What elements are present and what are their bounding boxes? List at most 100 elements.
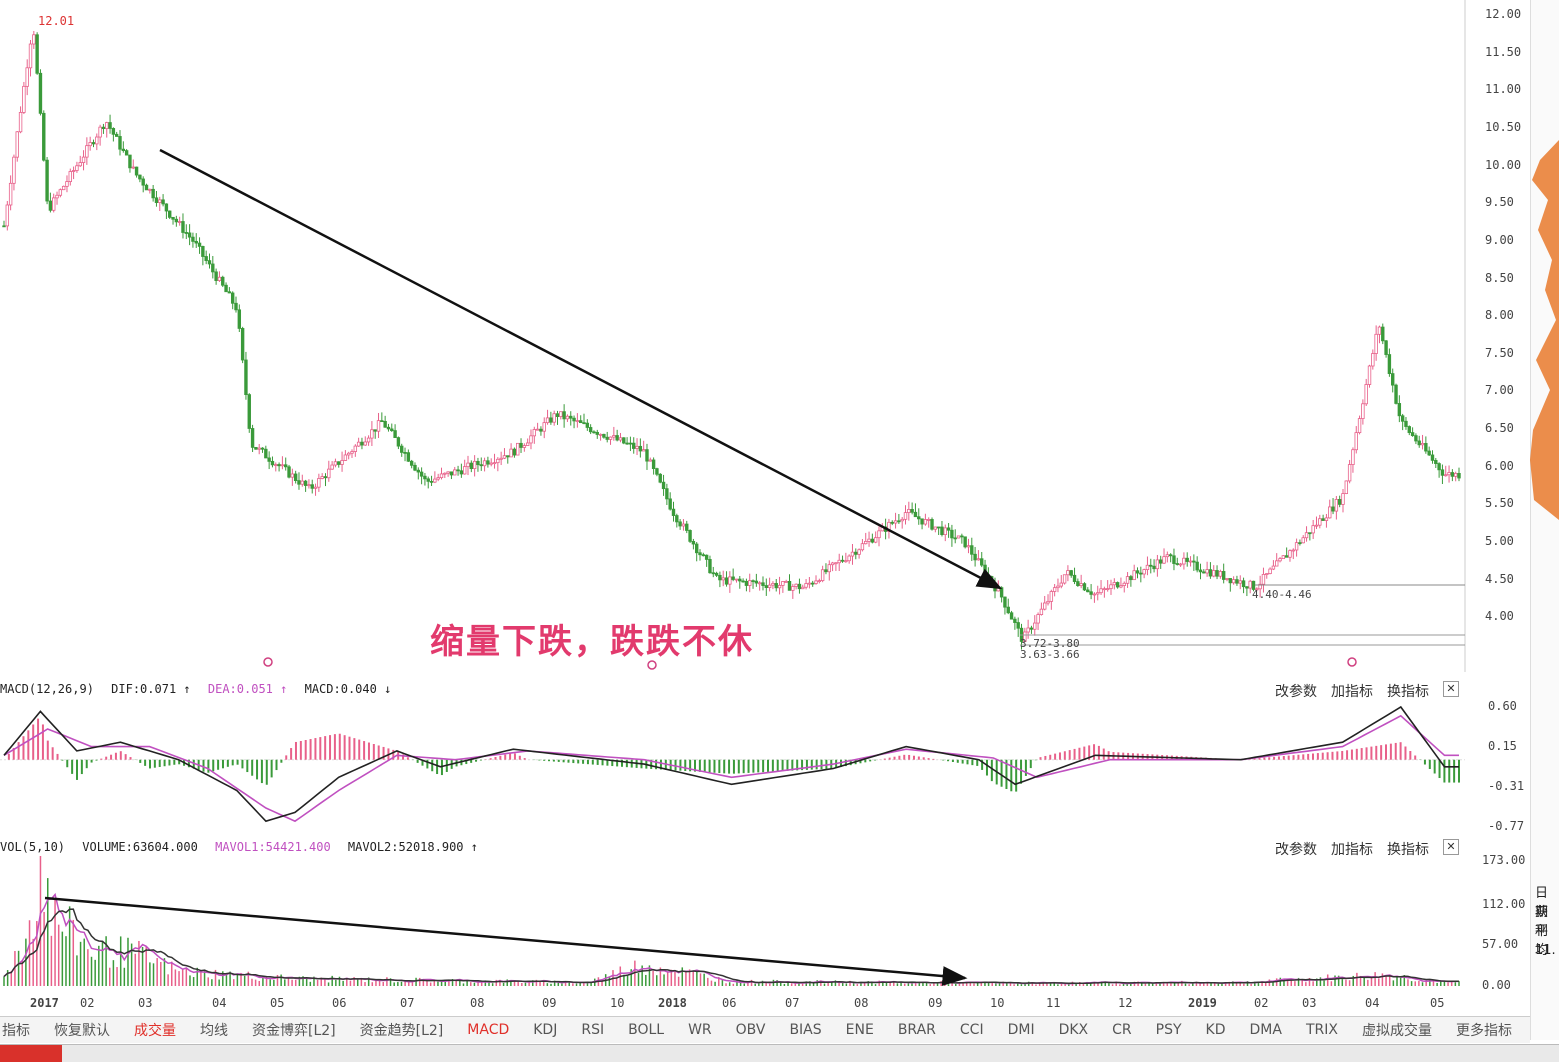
candle: [28, 40, 33, 77]
candle: [1016, 617, 1020, 637]
candle: [1417, 435, 1421, 448]
indicator-tab-bar: 指标 恢复默认 成交量 均线 资金博弈[L2] 资金趋势[L2] MACD KDJ RSI BOL…: [0, 1016, 1530, 1043]
candle: [1255, 587, 1259, 592]
indicator-tab[interactable]: OBV: [735, 1022, 766, 1038]
candle: [111, 127, 116, 142]
x-tick: 10: [990, 996, 1005, 1010]
candle: [168, 210, 172, 220]
candle: [313, 483, 318, 496]
candle: [738, 576, 742, 589]
candle: [1400, 413, 1405, 431]
candle: [1457, 467, 1461, 482]
candle: [380, 412, 384, 423]
candle: [860, 539, 865, 552]
candle: [1387, 348, 1392, 377]
candle: [794, 583, 798, 590]
candle: [416, 467, 420, 480]
candle: [1275, 553, 1279, 567]
right-panel-text: 平均: [1535, 924, 1549, 958]
candle: [1248, 579, 1252, 594]
indicator-tab[interactable]: 更多指标: [1455, 1023, 1512, 1039]
candle: [1003, 596, 1007, 615]
candle: [1092, 592, 1097, 603]
candle: [960, 533, 964, 544]
indicator-tab[interactable]: DMA: [1249, 1022, 1282, 1038]
candle: [870, 533, 875, 544]
candle: [804, 579, 808, 590]
indicator-tab[interactable]: ENE: [845, 1022, 874, 1038]
candle: [811, 580, 815, 587]
candle: [966, 538, 971, 554]
candle: [993, 577, 997, 599]
price-y-tick: 11.00: [1485, 82, 1522, 97]
indicator-tab[interactable]: BIAS: [789, 1022, 822, 1038]
candle: [1066, 565, 1070, 582]
macd-add-indicator-button[interactable]: 加指标: [1331, 684, 1373, 700]
vol-close-icon[interactable]: ✕: [1443, 839, 1459, 855]
indicator-tab[interactable]: DKX: [1058, 1022, 1089, 1038]
macd-edit-params-button[interactable]: 改参数: [1275, 684, 1317, 700]
candle: [751, 579, 755, 589]
candle: [741, 578, 745, 583]
indicator-tab[interactable]: 虚拟成交量: [1361, 1023, 1432, 1039]
candle: [1351, 447, 1355, 473]
candle: [1367, 364, 1372, 388]
indicator-tab[interactable]: KDJ: [533, 1022, 558, 1038]
candle: [920, 518, 924, 530]
macd-close-icon[interactable]: ✕: [1443, 681, 1459, 697]
candle: [1122, 581, 1126, 593]
candle: [893, 512, 898, 529]
candle: [618, 432, 623, 443]
candle: [52, 193, 56, 213]
candle: [867, 531, 871, 547]
vol-edit-params-button[interactable]: 改参数: [1275, 842, 1317, 858]
candle: [837, 553, 841, 572]
candle: [1301, 535, 1305, 544]
candle: [953, 529, 957, 544]
indicator-tab[interactable]: BRAR: [897, 1022, 936, 1038]
indicator-tab[interactable]: KD: [1205, 1022, 1226, 1038]
candle: [731, 568, 735, 582]
indicator-tab[interactable]: 成交量: [134, 1023, 176, 1039]
indicator-tab[interactable]: 恢复默认: [54, 1023, 110, 1039]
candle: [32, 30, 36, 49]
candle: [1271, 560, 1276, 571]
macd-y-tick: 0.15: [1488, 738, 1517, 753]
candle: [555, 410, 560, 425]
indicator-tab[interactable]: PSY: [1155, 1022, 1182, 1038]
macd-swap-indicator-button[interactable]: 换指标: [1387, 684, 1429, 700]
indicator-tab[interactable]: 资金博弈[L2]: [252, 1023, 336, 1039]
candle: [559, 411, 563, 420]
candle: [303, 479, 308, 492]
candle: [512, 447, 517, 458]
candle: [1026, 619, 1030, 639]
candle: [1245, 586, 1249, 597]
candle: [1318, 514, 1322, 529]
pin-icon: [647, 660, 657, 670]
indicator-tab[interactable]: BOLL: [628, 1022, 665, 1038]
indicator-tab[interactable]: CCI: [959, 1022, 984, 1038]
vol-swap-indicator-button[interactable]: 换指标: [1387, 842, 1429, 858]
candle: [1427, 446, 1431, 456]
indicator-tab[interactable]: WR: [688, 1022, 712, 1038]
indicator-tab[interactable]: RSI: [581, 1022, 605, 1038]
candle: [645, 443, 649, 470]
candle: [2, 220, 6, 228]
indicator-tab[interactable]: 资金趋势[L2]: [359, 1023, 444, 1039]
candle: [1086, 587, 1090, 593]
indicator-tab[interactable]: DMI: [1007, 1022, 1035, 1038]
indicator-tab[interactable]: 指标: [2, 1023, 30, 1039]
indicator-tab[interactable]: MACD: [467, 1022, 510, 1038]
price-y-tick: 7.00: [1485, 383, 1514, 398]
vol-add-indicator-button[interactable]: 加指标: [1331, 842, 1373, 858]
x-tick: 04: [1365, 996, 1380, 1010]
candle: [1377, 325, 1382, 344]
candle: [721, 570, 725, 587]
indicator-tab[interactable]: 均线: [200, 1023, 228, 1039]
candle: [595, 429, 599, 439]
indicator-tab[interactable]: TRIX: [1305, 1022, 1338, 1038]
candle: [346, 451, 351, 460]
candle: [632, 437, 636, 454]
indicator-tab[interactable]: CR: [1112, 1022, 1132, 1038]
bottom-red-tab[interactable]: [0, 1045, 62, 1062]
